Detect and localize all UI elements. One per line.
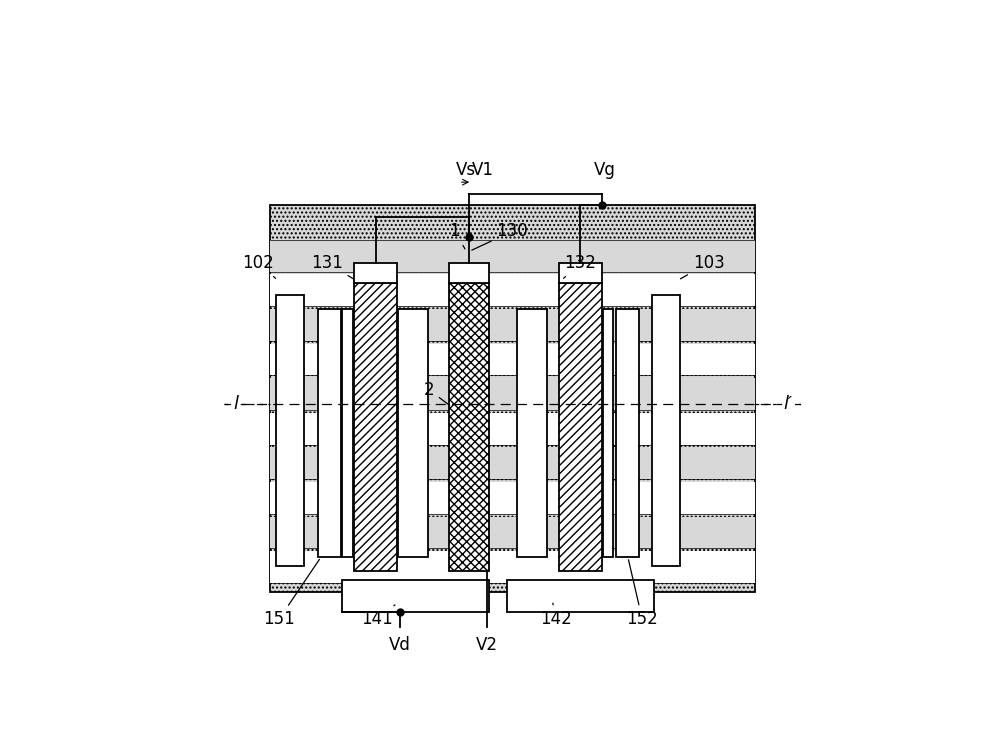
Text: l′: l′ — [784, 395, 793, 413]
Bar — [270, 240, 755, 272]
Bar — [616, 309, 639, 557]
Bar — [342, 580, 489, 612]
Bar — [270, 309, 755, 341]
Bar — [270, 447, 755, 479]
Bar — [318, 309, 341, 557]
Text: V2: V2 — [476, 636, 498, 654]
Bar — [354, 283, 397, 571]
Text: Vg: Vg — [594, 161, 616, 179]
Text: 151: 151 — [263, 560, 319, 628]
Bar — [559, 283, 602, 571]
Bar — [270, 551, 755, 583]
Bar — [603, 309, 613, 557]
Text: 103: 103 — [680, 254, 724, 279]
Bar — [270, 378, 755, 410]
Text: 102: 102 — [242, 254, 276, 279]
Bar — [449, 263, 489, 283]
Bar — [276, 294, 304, 565]
Text: 131: 131 — [311, 254, 353, 279]
Bar — [270, 274, 755, 306]
Bar — [342, 309, 353, 557]
Bar — [270, 517, 755, 548]
Text: l: l — [233, 395, 238, 413]
Text: 1: 1 — [450, 222, 465, 249]
Bar — [270, 344, 755, 375]
Text: Vs: Vs — [456, 161, 476, 179]
Text: V1: V1 — [472, 161, 494, 179]
Bar — [559, 263, 602, 283]
Text: 2: 2 — [424, 380, 450, 405]
Bar — [270, 413, 755, 445]
Bar — [652, 294, 680, 565]
Bar — [354, 263, 397, 283]
Bar — [507, 580, 654, 612]
Text: 142: 142 — [540, 603, 572, 628]
Bar — [270, 482, 755, 514]
Text: 141: 141 — [361, 605, 395, 628]
Text: 130: 130 — [472, 222, 528, 250]
Bar — [398, 309, 428, 557]
Text: 152: 152 — [626, 560, 658, 628]
Text: 132: 132 — [564, 254, 596, 279]
Bar — [270, 205, 755, 592]
Text: Vd: Vd — [389, 636, 411, 654]
Bar — [449, 283, 489, 571]
Bar — [517, 309, 547, 557]
